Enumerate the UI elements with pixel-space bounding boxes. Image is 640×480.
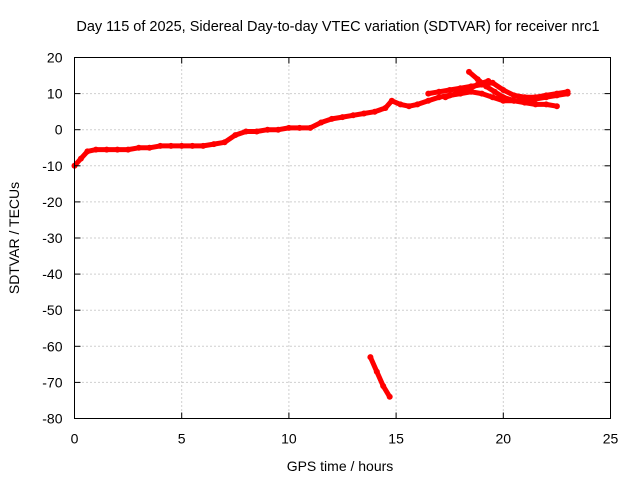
data-point [453, 90, 460, 97]
x-axis-label: GPS time / hours [287, 458, 394, 474]
data-point [483, 83, 490, 90]
data-point [264, 126, 271, 133]
data-point [373, 368, 380, 375]
data-point [388, 97, 395, 104]
y-tick-labels: -80 -70 -60 -50 -40 -30 -20 -10 0 10 20 [42, 50, 62, 427]
data-point [92, 146, 99, 153]
data-point [511, 97, 517, 104]
data-point [436, 94, 442, 101]
data-point [135, 144, 142, 151]
data-point [232, 132, 239, 139]
data-point [243, 128, 249, 135]
y-tick-label: -40 [42, 266, 62, 282]
y-tick-label: 20 [47, 50, 63, 66]
data-point [500, 87, 507, 93]
y-tick-label: 10 [47, 86, 63, 102]
data-point [491, 88, 498, 95]
data-point [103, 146, 110, 153]
data-point [189, 142, 196, 149]
data-point [553, 90, 560, 97]
y-tick-label: -60 [42, 338, 62, 354]
x-tick-label: 15 [388, 431, 404, 447]
data-point [386, 393, 393, 400]
data-point [168, 142, 174, 149]
y-tick-label: -10 [42, 158, 62, 174]
x-tick-label: 10 [281, 431, 297, 447]
data-point [553, 103, 560, 110]
data-point [125, 146, 132, 153]
data-point [478, 90, 485, 97]
data-point [442, 94, 449, 101]
data-point [77, 155, 84, 162]
series-line-main-trace [72, 89, 571, 169]
data-point [178, 142, 185, 149]
grid [74, 57, 611, 419]
y-tick-label: -30 [42, 230, 62, 246]
data-point [367, 354, 374, 361]
data-point [532, 94, 539, 101]
y-axis-label: SDTVAR / TECUs [6, 182, 22, 294]
data-point [114, 146, 121, 153]
data-point [521, 99, 528, 106]
data-point [436, 88, 442, 95]
y-tick-label: -50 [42, 302, 62, 318]
data-point [210, 141, 217, 148]
data-point [425, 97, 432, 104]
data-point [360, 110, 367, 117]
data-point [474, 81, 481, 88]
axis-ticks [74, 57, 611, 419]
data-point [84, 148, 91, 155]
data-point [532, 101, 539, 108]
data-point [406, 103, 412, 110]
data-point [511, 92, 517, 99]
x-tick-label: 0 [71, 431, 79, 447]
data-point [543, 101, 550, 108]
data-point [157, 142, 164, 149]
x-tick-label: 5 [178, 431, 186, 447]
data-point [564, 88, 571, 95]
y-tick-label: -70 [42, 374, 62, 390]
data-point [380, 383, 387, 389]
data-point [485, 78, 492, 84]
data-point [474, 76, 481, 83]
data-point [371, 108, 378, 115]
data-point [253, 128, 260, 135]
data-point [318, 119, 325, 126]
series-line-outlier-segment [367, 354, 393, 400]
data-point [200, 142, 207, 149]
data-point [328, 115, 335, 122]
x-tick-labels: 0 5 10 15 20 25 [71, 431, 619, 447]
data-point [500, 94, 507, 101]
data-point [307, 124, 314, 131]
data-point [543, 92, 550, 99]
data-point [350, 112, 357, 119]
y-tick-label: -20 [42, 194, 62, 210]
data-point [221, 139, 228, 146]
data-point [296, 124, 303, 131]
data-point [146, 144, 153, 151]
chart-title: Day 115 of 2025, Sidereal Day-to-day VTE… [76, 19, 599, 35]
data-point [463, 87, 470, 93]
x-tick-label: 25 [603, 431, 619, 447]
data-point [397, 101, 404, 108]
data-point [382, 105, 389, 111]
data-point [339, 114, 346, 121]
data-point [425, 90, 432, 97]
data-point [466, 68, 472, 75]
data-point [414, 101, 421, 108]
data-series [71, 68, 571, 400]
data-point [521, 94, 528, 101]
data-point [446, 87, 453, 93]
y-tick-label: -80 [42, 411, 62, 427]
y-tick-label: 0 [55, 122, 63, 138]
x-tick-label: 20 [496, 431, 512, 447]
data-point [275, 126, 282, 133]
data-point [489, 94, 496, 101]
data-point [285, 124, 292, 131]
